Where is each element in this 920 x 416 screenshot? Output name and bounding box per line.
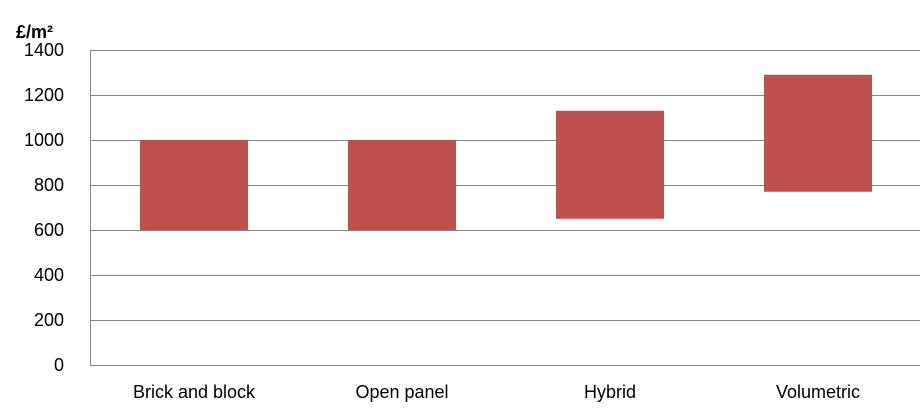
range-bar [140, 140, 248, 230]
y-tick-label: 600 [34, 220, 64, 240]
y-tick-label: 0 [54, 355, 64, 375]
y-tick-label: 800 [34, 175, 64, 195]
x-tick-label: Brick and block [133, 382, 256, 402]
range-bar [348, 140, 456, 230]
x-tick-label: Volumetric [776, 382, 860, 402]
y-tick-label: 1000 [24, 130, 64, 150]
y-axis-unit-label: £/m² [16, 22, 53, 42]
y-tick-label: 200 [34, 310, 64, 330]
y-tick-labels: 0 200 400 600 800 1000 1200 1400 [24, 40, 64, 375]
range-bar [556, 110, 664, 219]
y-tick-label: 1200 [24, 85, 64, 105]
range-bar [764, 74, 872, 192]
x-tick-label: Hybrid [584, 382, 636, 402]
y-tick-label: 400 [34, 265, 64, 285]
x-tick-labels: Brick and block Open panel Hybrid Volumetri… [133, 382, 860, 402]
y-tick-label: 1400 [24, 40, 64, 60]
bars [140, 74, 872, 230]
x-tick-label: Open panel [355, 382, 448, 402]
